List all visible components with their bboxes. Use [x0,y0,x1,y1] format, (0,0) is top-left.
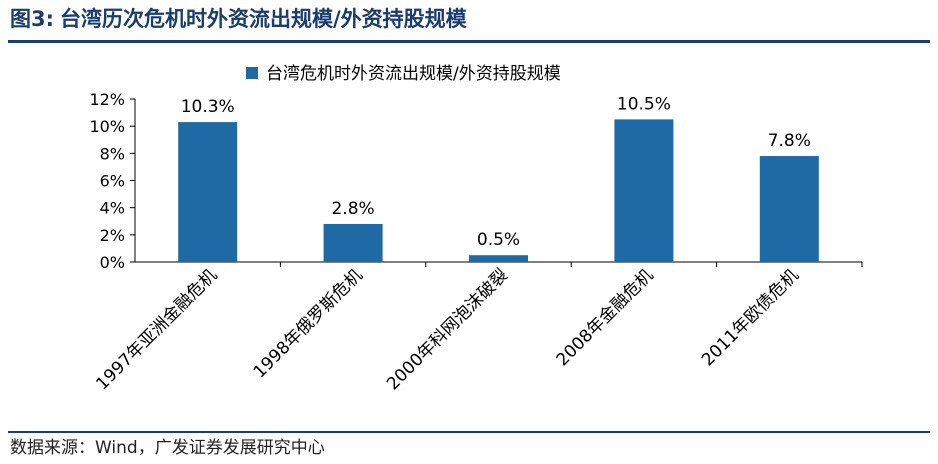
source-divider [8,431,930,433]
legend-label: 台湾危机时外资流出规模/外资持股规模 [266,64,561,84]
data-label: 2.8% [331,199,374,219]
title-divider [8,40,930,43]
y-tick-label: 6% [100,172,125,191]
x-tick-label: 1998年俄罗斯危机 [250,265,367,382]
bar [759,156,819,262]
data-label: 10.5% [617,94,671,114]
y-tick-label: 4% [100,199,125,218]
source-note: 数据来源：Wind，广发证券发展研究中心 [10,438,325,458]
figure-number: 图3: [10,7,55,31]
y-tick-label: 10% [89,117,125,136]
y-tick-label: 0% [100,253,125,272]
bar [323,223,383,262]
bar [178,122,238,262]
x-tick-label: 1997年亚洲金融危机 [92,265,221,394]
bar-chart: 台湾危机时外资流出规模/外资持股规模 0% 2% 4% 6% 8% 10% 12% 10.3% 1… [89,64,863,394]
figure-title: 图3: 台湾历次危机时外资流出规模/外资持股规模 [10,4,467,34]
x-tick-label: 2000年科网泡沫破裂 [383,265,512,394]
data-label: 7.8% [768,131,811,151]
x-tick-label: 2008年金融危机 [553,265,658,370]
bar [469,255,528,262]
bar [614,119,674,262]
y-tick-label: 8% [100,144,125,163]
figure-title-text: 台湾历次危机时外资流出规模/外资持股规模 [60,7,467,31]
x-tick-label: 2011年欧债危机 [698,265,803,370]
data-label: 10.3% [181,97,235,117]
y-tick-label: 2% [100,226,125,245]
data-label: 0.5% [477,230,520,250]
y-tick-label: 12% [89,90,125,109]
legend-swatch [246,67,258,79]
